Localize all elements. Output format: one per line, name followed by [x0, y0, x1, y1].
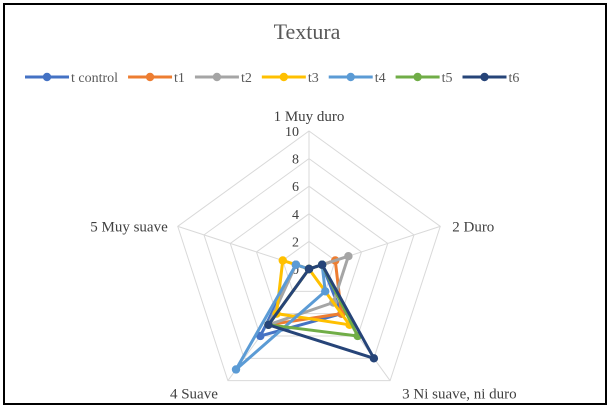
data-point: [291, 260, 301, 269]
chart-frame: Textura t control t1 t2 t3 t4 t5 t6 0 2 4 6 8 10 1 …: [3, 3, 607, 405]
series-layer: [231, 252, 379, 374]
legend-item: t5: [395, 71, 453, 86]
chart-title: Textura: [274, 19, 341, 44]
legend-marker: [346, 72, 355, 82]
grid-ring-6: [229, 185, 389, 337]
legend-marker: [42, 72, 52, 82]
legend-label: t2: [241, 71, 252, 86]
legend-label: t4: [375, 71, 386, 86]
tick-label: 2: [292, 235, 299, 250]
grid-ring-8: [203, 157, 415, 359]
legend-label: t5: [442, 71, 453, 86]
legend-marker: [413, 72, 422, 82]
axis-label: 3 Ni suave, ni duro: [402, 387, 517, 403]
tick-label: 8: [292, 153, 299, 168]
data-point: [264, 320, 273, 330]
data-point: [304, 264, 314, 274]
legend-item: t6: [462, 71, 520, 86]
legend-label: t control: [71, 71, 118, 86]
axis-label: 1 Muy duro: [274, 109, 345, 125]
legend-item: t3: [261, 71, 319, 86]
legend-marker: [212, 72, 222, 82]
legend-item: t control: [25, 71, 118, 86]
data-point: [231, 365, 241, 374]
legend-label: t1: [174, 71, 185, 86]
legend-item: t2: [194, 71, 252, 86]
data-point: [278, 256, 287, 265]
data-point: [344, 252, 353, 261]
tick-label: 0: [292, 263, 299, 278]
axis-label: 5 Muy suave: [90, 219, 168, 235]
data-point: [369, 354, 379, 363]
tick-label: 6: [292, 180, 299, 195]
axis-labels: 1 Muy duro 2 Duro 3 Ni suave, ni duro 4 Sua…: [90, 109, 516, 403]
grid-ring-10: [177, 130, 441, 382]
axis-label: 4 Suave: [170, 387, 218, 403]
tick-label: 4: [292, 208, 299, 223]
legend-item: t1: [128, 71, 185, 86]
legend-marker: [145, 72, 155, 82]
legend: t control t1 t2 t3 t4 t5 t6: [25, 71, 519, 86]
legend-label: t3: [308, 71, 319, 86]
series-t6: [264, 260, 379, 363]
data-point: [317, 260, 327, 269]
grid-ring-2: [282, 240, 336, 292]
data-point: [321, 287, 330, 296]
data-point: [256, 331, 265, 341]
legend-item: t4: [328, 71, 386, 86]
tick-label: 10: [285, 125, 299, 140]
legend-marker: [279, 72, 289, 82]
tick-labels: 0 2 4 6 8 10: [285, 125, 299, 278]
series-line: [266, 263, 376, 360]
legend-marker: [480, 72, 489, 82]
legend-label: t6: [509, 71, 520, 86]
radar-grid: [177, 130, 441, 382]
axis-label: 2 Duro: [452, 219, 494, 235]
grid-ring-4: [255, 213, 363, 315]
radar-chart: Textura t control t1 t2 t3 t4 t5 t6 0 2 4 6 8 10 1 …: [25, 19, 519, 403]
